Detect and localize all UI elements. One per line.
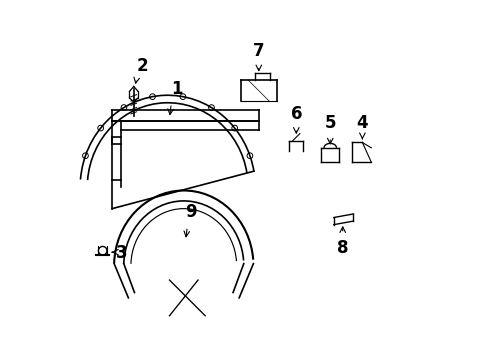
Text: 7: 7 — [252, 42, 264, 60]
Text: 6: 6 — [290, 105, 302, 123]
Text: 5: 5 — [324, 114, 335, 132]
Text: 9: 9 — [185, 203, 196, 221]
Text: 3: 3 — [116, 244, 127, 262]
Text: 2: 2 — [137, 57, 148, 75]
Text: 1: 1 — [170, 80, 182, 98]
Text: 4: 4 — [356, 114, 367, 132]
Text: 8: 8 — [336, 239, 348, 257]
